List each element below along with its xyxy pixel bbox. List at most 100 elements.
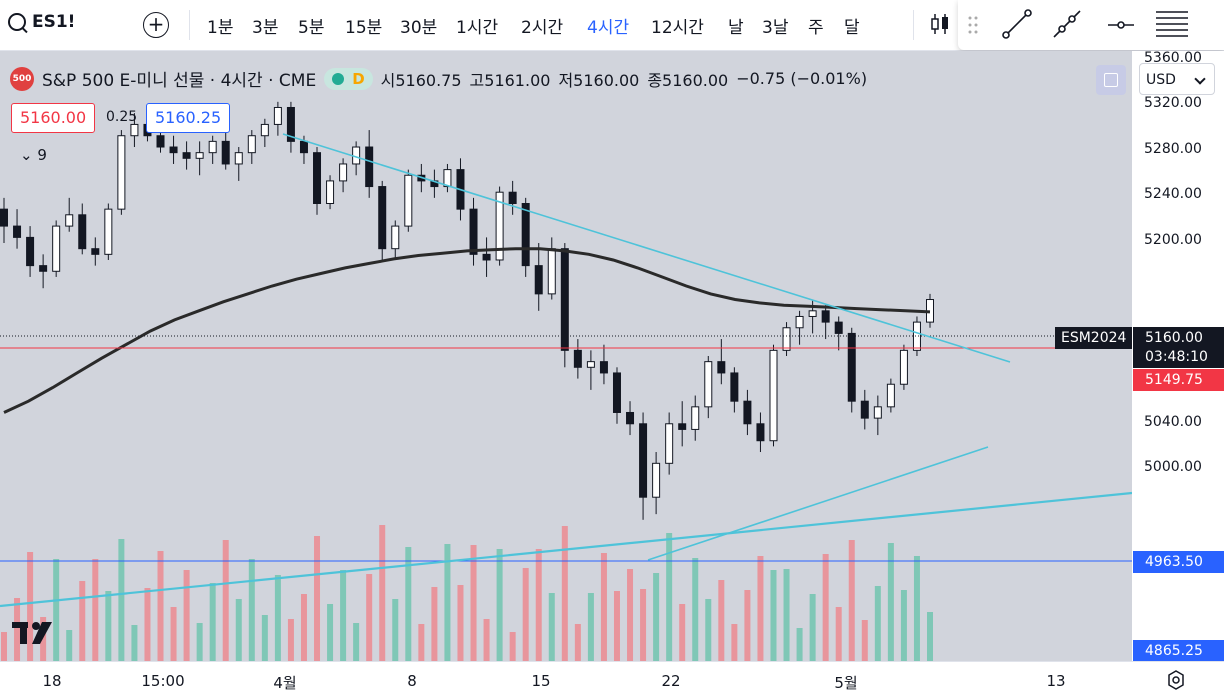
time-tick: 13 xyxy=(1046,672,1066,690)
timeframe-7[interactable]: 4시간 xyxy=(587,18,630,38)
screenshot-icon[interactable] xyxy=(1096,65,1126,95)
trend-line-icon xyxy=(1002,9,1032,39)
candle-body xyxy=(508,191,517,205)
volume-bar xyxy=(757,556,764,661)
volume-bar xyxy=(431,587,438,661)
candle-body xyxy=(273,106,282,125)
timeframe-3[interactable]: 15분 xyxy=(345,18,383,38)
buy-price-button[interactable]: 5160.25 xyxy=(146,103,231,133)
candle-body xyxy=(443,169,452,188)
candle-body xyxy=(391,225,400,250)
red-line-price-label: 5149.75 xyxy=(1133,369,1224,391)
time-tick: 15 xyxy=(531,672,551,690)
volume-bar xyxy=(353,623,360,661)
candle-body xyxy=(482,253,491,261)
candle-body xyxy=(13,225,22,238)
candle-style-icon[interactable] xyxy=(930,12,950,36)
candle-body xyxy=(899,349,908,385)
timeframe-2[interactable]: 5분 xyxy=(298,18,325,38)
candle-body xyxy=(104,208,113,255)
symbol-search[interactable]: ES1! xyxy=(8,12,75,32)
volume-bar xyxy=(574,624,581,661)
volume-bar xyxy=(287,619,294,661)
tradingview-logo-icon[interactable] xyxy=(12,620,60,648)
sell-price-button[interactable]: 5160.00 xyxy=(11,103,96,133)
volume-bar xyxy=(248,559,255,661)
candle-body xyxy=(730,372,739,402)
timeframe-6[interactable]: 2시간 xyxy=(521,18,564,38)
volume-bar xyxy=(509,632,516,661)
candle-body xyxy=(0,208,8,227)
candle-body xyxy=(612,372,621,413)
time-tick: 18 xyxy=(42,672,62,690)
candle-body xyxy=(834,321,843,334)
volume-bar xyxy=(274,575,281,661)
market-status[interactable]: D xyxy=(324,67,373,90)
volume-bar xyxy=(587,593,594,661)
volume-bars xyxy=(1,525,933,661)
candle-body xyxy=(299,140,308,154)
candle-body xyxy=(130,123,139,137)
candle-body xyxy=(639,423,648,498)
volume-bar xyxy=(40,617,47,661)
candles xyxy=(0,101,934,520)
candle-body xyxy=(599,361,608,374)
timeframe-4[interactable]: 30분 xyxy=(400,18,438,38)
legend: 500 S&P 500 E-미니 선물 · 4시간 · CME D 시5160.… xyxy=(10,66,867,91)
symbol-tag: ESM2024 xyxy=(1055,327,1133,349)
volume-bar xyxy=(392,599,399,661)
last-price-label: 5160.00 xyxy=(1133,327,1224,349)
volume-bar xyxy=(261,615,268,661)
currency-select[interactable]: USD xyxy=(1139,63,1215,95)
ohlc-close: 종5160.00 xyxy=(647,70,729,90)
price-tick: 5000.00 xyxy=(1144,459,1202,475)
candle-body xyxy=(65,214,74,227)
candle-body xyxy=(678,423,687,430)
candle-body xyxy=(547,248,556,295)
volume-bar xyxy=(457,585,464,661)
volume-bar xyxy=(235,599,242,661)
moving-average-line xyxy=(3,247,931,414)
candle-body xyxy=(195,152,204,159)
indicator-toggle[interactable]: ⌄ 9 xyxy=(20,146,47,164)
timeframe-1[interactable]: 3분 xyxy=(252,18,279,38)
timeframe-12[interactable]: 달 xyxy=(844,18,860,38)
time-tick: 4월 xyxy=(273,674,297,692)
candle-body xyxy=(652,462,661,498)
drag-handle-icon xyxy=(968,16,978,34)
candle-body xyxy=(260,123,269,137)
horizontal-ray-icon xyxy=(1108,21,1134,29)
volume-bar xyxy=(483,619,490,661)
volume-bar xyxy=(887,543,894,661)
candle-body xyxy=(691,406,700,430)
ohlc-change: −0.75 (−0.01%) xyxy=(736,69,868,88)
symbol-label: ES1! xyxy=(32,12,76,32)
volume-bar xyxy=(327,604,334,661)
volume-bar xyxy=(718,580,725,661)
timeframe-9[interactable]: 날 xyxy=(728,18,744,38)
volume-bar xyxy=(627,569,634,661)
time-tick: 8 xyxy=(407,672,417,690)
volume-bar xyxy=(744,590,751,661)
candle-body xyxy=(469,208,478,255)
settings-gear-icon[interactable] xyxy=(1166,670,1186,690)
volume-bar xyxy=(535,549,542,661)
timeframe-8[interactable]: 12시간 xyxy=(651,18,704,38)
legend-title[interactable]: S&P 500 E-미니 선물 · 4시간 · CME xyxy=(42,71,317,91)
timeframe-5[interactable]: 1시간 xyxy=(456,18,499,38)
compare-symbol-button[interactable]: + xyxy=(143,12,169,38)
search-icon xyxy=(8,13,26,31)
indicator-count: 9 xyxy=(37,146,47,164)
time-axis[interactable]: 18 15:00 4월 8 15 22 5월 13 xyxy=(0,661,1224,698)
timeframe-0[interactable]: 1분 xyxy=(207,18,234,38)
timeframe-10[interactable]: 3날 xyxy=(762,18,789,38)
price-chart[interactable] xyxy=(0,51,1132,661)
ray-icon xyxy=(1053,10,1081,38)
candle-body xyxy=(378,186,387,250)
divider xyxy=(189,10,190,40)
candle-body xyxy=(52,225,61,272)
candle-body xyxy=(560,248,569,351)
candle-body xyxy=(182,152,191,159)
volume-bar xyxy=(613,591,620,661)
timeframe-11[interactable]: 주 xyxy=(808,18,824,38)
